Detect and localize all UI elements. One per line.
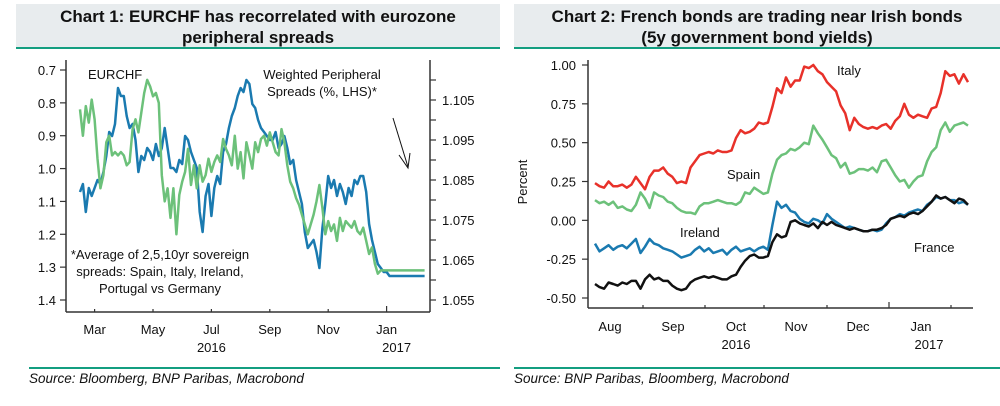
left-tick-label: 1.1	[38, 194, 56, 209]
left-tick-label: 0.8	[38, 96, 56, 111]
right-tick-label: 1.055	[442, 293, 475, 308]
x-tick-label: Nov	[317, 322, 341, 337]
footnote-line2: spreads: Spain, Italy, Ireland,	[76, 264, 243, 279]
y-tick-label: -0.50	[546, 291, 576, 306]
ireland-label: Ireland	[680, 225, 720, 240]
right-tick-label: 1.105	[442, 93, 475, 108]
right-tick-label: 1.095	[442, 133, 475, 148]
chart-2-plot: 1.00 0.75 0.50 0.25 0.00 -0.25 -0.50 Percent Aug…	[515, 58, 973, 352]
left-tick-label: 1.3	[38, 260, 56, 275]
left-tick-label: 1.2	[38, 227, 56, 242]
series-line-eurchf	[78, 78, 425, 278]
x-tick-label: May	[141, 322, 166, 337]
chart-1-title-line1: Chart 1: EURCHF has recorrelated with eu…	[60, 7, 456, 26]
chart-2-source-divider	[514, 367, 1000, 369]
left-tick-label: 1.0	[38, 162, 56, 177]
x-tick-label: Jan	[376, 322, 397, 337]
series-line-weighted-peripheral-spreads	[78, 78, 425, 275]
x-year-label: 2016	[197, 340, 226, 355]
chart-1-source-divider	[29, 367, 500, 369]
chart-1-source: Source: Bloomberg, BNP Paribas, Macrobon…	[29, 371, 304, 386]
x-tick-label: Sep	[661, 319, 684, 334]
x-year-label: 2016	[722, 337, 751, 352]
y-tick-label: 1.00	[551, 58, 576, 73]
x-tick-label: Mar	[83, 322, 106, 337]
x-tick-label: Jan	[911, 319, 932, 334]
footnote-line3: Portugal vs Germany	[99, 281, 222, 296]
footnote-line1: *Average of 2,5,10yr sovereign	[71, 247, 249, 262]
chart-1-title-line2: peripheral spreads	[181, 28, 335, 47]
eurchf-label: EURCHF	[88, 67, 142, 82]
x-tick-label: Sep	[258, 322, 281, 337]
chart-2-source: Source: BNP Paribas, Bloomberg, Macrobon…	[514, 371, 789, 386]
chart-1-title: Chart 1: EURCHF has recorrelated with eu…	[16, 4, 500, 49]
x-tick-label: Aug	[598, 319, 621, 334]
chart-1-panel: Chart 1: EURCHF has recorrelated with eu…	[16, 4, 500, 386]
y-tick-label: 0.75	[551, 97, 576, 112]
series-line-italy	[594, 63, 970, 191]
left-tick-label: 0.9	[38, 129, 56, 144]
y-tick-label: 0.00	[551, 213, 576, 228]
y-tick-label: -0.25	[546, 252, 576, 267]
spain-label: Spain	[727, 167, 760, 182]
y-axis-label: Percent	[515, 159, 530, 204]
y-tick-label: 0.25	[551, 175, 576, 190]
france-label: France	[914, 240, 954, 255]
left-tick-label: 0.7	[38, 63, 56, 78]
chart-1-plot: 0.7 0.8 0.9 1.0 1.1 1.2 1.3 1.4 1.105 1.095 1.085 1…	[38, 60, 475, 355]
italy-label: Italy	[837, 63, 861, 78]
right-tick-label: 1.075	[442, 213, 475, 228]
annotation-arrow	[392, 117, 409, 168]
spreads-label-line2: Spreads (%, LHS)*	[267, 84, 377, 99]
right-tick-label: 1.085	[442, 173, 475, 188]
x-year-label: 2017	[382, 340, 411, 355]
x-tick-label: Oct	[726, 319, 747, 334]
series-line-spain	[594, 121, 969, 216]
chart-2-title: Chart 2: French bonds are trading near I…	[514, 4, 1000, 49]
right-tick-label: 1.065	[442, 253, 475, 268]
x-tick-label: Nov	[784, 319, 808, 334]
x-year-label: 2017	[915, 337, 944, 352]
annotation-arrowhead	[398, 152, 411, 170]
spreads-label-line1: Weighted Peripheral	[263, 67, 381, 82]
y-tick-label: 0.50	[551, 136, 576, 151]
series-line-france	[594, 194, 969, 292]
x-tick-label: Dec	[846, 319, 870, 334]
chart-2-title-line1: Chart 2: French bonds are trading near I…	[551, 7, 963, 26]
chart-2-title-line2: (5y government bond yields)	[641, 28, 873, 47]
x-tick-label: Jul	[203, 322, 220, 337]
chart-2-panel: Chart 2: French bonds are trading near I…	[500, 0, 1000, 406]
left-tick-label: 1.4	[38, 293, 56, 308]
